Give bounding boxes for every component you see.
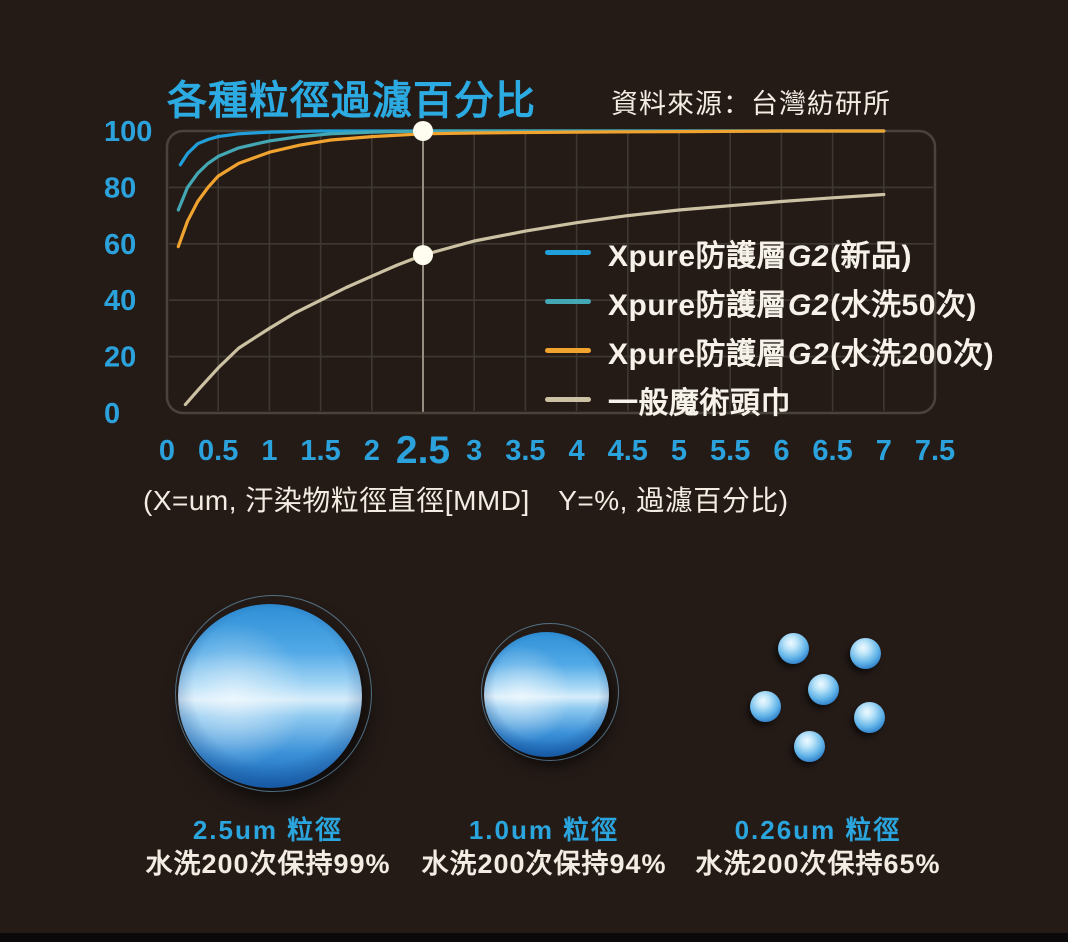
- legend-item-wash50: Xpure防護層G2(水洗50次): [545, 277, 994, 326]
- y-tick-label: 40: [104, 285, 136, 317]
- y-tick-label: 100: [104, 116, 152, 148]
- x-tick-label: 6: [773, 435, 789, 467]
- particle-size-caption: 0.26um 粒徑: [734, 815, 902, 845]
- highlight-dot: [413, 245, 433, 266]
- x-tick-label: 4.5: [608, 435, 648, 467]
- x-tick-label: 3.5: [505, 435, 545, 467]
- chart-title: 各種粒徑過濾百分比: [167, 79, 536, 123]
- legend-item-new: Xpure防護層G2(新品): [545, 228, 994, 277]
- legend-swatch-teal: [545, 299, 591, 304]
- legend-item-generic-buff: 一般魔術頭巾: [545, 375, 994, 424]
- retention-caption: 水洗200次保持99%: [145, 849, 391, 879]
- series-curve-2: [176, 129, 886, 249]
- legend-swatch-blue: [545, 250, 591, 255]
- x-tick-label: 0: [159, 435, 175, 467]
- retention-caption: 水洗200次保持94%: [421, 849, 667, 879]
- particle-size-caption: 2.5um 粒徑: [192, 815, 344, 845]
- x-tick-label: 1.5: [300, 435, 340, 467]
- legend-label: Xpure防護層G2(新品): [608, 239, 913, 273]
- particle-sphere-small: [778, 633, 809, 664]
- particle-size-caption: 1.0um 粒徑: [468, 815, 620, 845]
- particle-sphere-small: [854, 702, 885, 733]
- y-tick-label: 80: [104, 172, 136, 204]
- particle-sphere-small: [750, 691, 781, 722]
- data-source-label: 資料來源：台灣紡研所: [611, 89, 891, 119]
- particle-sphere-1-0um: [481, 623, 619, 761]
- y-tick-label: 0: [104, 398, 120, 430]
- legend-label: Xpure防護層G2(水洗50次): [608, 288, 977, 322]
- chart-legend: Xpure防護層G2(新品) Xpure防護層G2(水洗50次) Xpure防護…: [545, 228, 994, 424]
- x-tick-label: 6.5: [812, 435, 852, 467]
- particle-sphere-2-5um: [175, 595, 372, 792]
- x-tick-label: 4: [569, 435, 585, 467]
- bottom-border-strip: [0, 933, 1068, 942]
- legend-swatch-tan: [545, 397, 591, 402]
- x-tick-label: 7.5: [915, 435, 955, 467]
- particle-sphere-small: [808, 674, 839, 705]
- highlight-dot: [413, 121, 433, 141]
- x-tick-label: 5.5: [710, 435, 750, 467]
- x-tick-label: 1: [261, 435, 277, 467]
- x-tick-label: 0.5: [198, 435, 238, 467]
- x-tick-label: 3: [466, 435, 482, 467]
- x-tick-label: 2: [364, 435, 380, 467]
- x-tick-label: 5: [671, 435, 687, 467]
- particle-sphere-small: [794, 731, 825, 762]
- x-tick-label: 7: [876, 435, 892, 467]
- y-tick-label: 60: [104, 229, 136, 261]
- retention-caption: 水洗200次保持65%: [695, 849, 941, 879]
- legend-label: 一般魔術頭巾: [608, 386, 791, 420]
- legend-item-wash200: Xpure防護層G2(水洗200次): [545, 326, 994, 375]
- particle-sphere-small: [850, 638, 881, 669]
- y-tick-label: 20: [104, 342, 136, 374]
- legend-swatch-orange: [545, 348, 591, 353]
- legend-label: Xpure防護層G2(水洗200次): [608, 337, 995, 371]
- series-curve-1: [176, 129, 886, 212]
- axis-note: (X=um, 汙染物粒徑直徑[MMD] Y=%, 過濾百分比): [143, 485, 789, 516]
- x-tick-label-highlight: 2.5: [396, 429, 450, 472]
